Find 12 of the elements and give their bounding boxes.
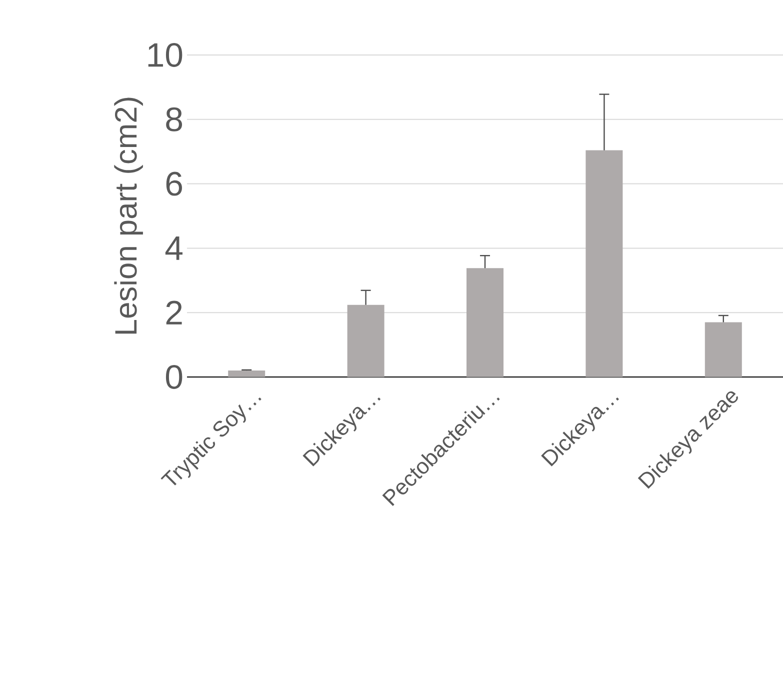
y-tick-label: 8 [166, 107, 182, 132]
y-tick-label: 4 [165, 236, 182, 260]
y-tick-label: 0 [166, 365, 182, 389]
bar [586, 150, 623, 377]
bar [347, 304, 384, 377]
bar [466, 268, 504, 377]
y-tick-label: 6 [166, 172, 182, 196]
y-tick-label: 2 [166, 300, 182, 324]
y-axis-title: Lesion part (cm2) [114, 98, 143, 334]
y-tick-label: 10 [148, 43, 182, 67]
bar [704, 322, 742, 377]
bar [228, 370, 266, 377]
